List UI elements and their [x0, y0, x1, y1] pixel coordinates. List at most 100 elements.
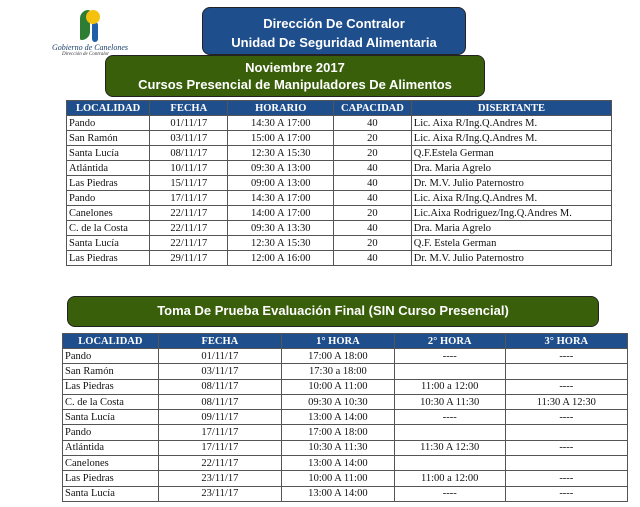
- table-cell: 13:00 A 14:00: [281, 485, 395, 502]
- table-cell: Dr. M.V. Julio Paternostro: [410, 250, 613, 266]
- table-row: Santa Lucía 08/11/17 12:30 A 15:30 20 Q.F.Es…: [65, 145, 613, 161]
- table-cell: 14:30 A 17:00: [227, 190, 335, 206]
- table-cell: Atlántida: [65, 160, 151, 176]
- table-cell: 20: [333, 235, 412, 251]
- table-cell: Lic. Aixa R/Ing.Q.Andres M.: [410, 130, 613, 146]
- table-cell: ----: [393, 347, 506, 365]
- table-cell: 15:00 A 17:00: [227, 130, 335, 146]
- table-row: Pando 17/11/17 17:00 A 18:00: [62, 424, 629, 441]
- table-cell: ----: [393, 409, 506, 426]
- table-cell: Santa Lucía: [62, 409, 159, 426]
- table-row: Pando 01/11/17 14:30 A 17:00 40 Lic. Aixa R/…: [65, 115, 613, 131]
- table-cell: 03/11/17: [149, 130, 229, 146]
- table-row: Pando 01/11/17 17:00 A 18:00 ---- ----: [62, 347, 629, 365]
- table-cell: Lic.Aixa Rodriguez/Ing.Q.Andres M.: [410, 205, 613, 221]
- table-cell: ----: [504, 485, 629, 502]
- table-cell: 08/11/17: [157, 378, 283, 395]
- banner-month: Noviembre 2017: [245, 60, 345, 75]
- table-cell: 17:00 A 18:00: [281, 424, 395, 441]
- table-cell: 20: [333, 205, 412, 221]
- table-row: San Ramón 03/11/17 17:30 a 18:00: [62, 363, 629, 380]
- table-cell: 10/11/17: [149, 160, 229, 176]
- table-cell: Dra. Maria Agrelo: [410, 220, 613, 236]
- table-cell: 22/11/17: [149, 205, 229, 221]
- column-header: FECHA: [149, 100, 229, 116]
- table-cell: C. de la Costa: [62, 393, 159, 411]
- banner-title: Cursos Presencial de Manipuladores De Al…: [138, 77, 452, 92]
- column-header: 2° HORA: [393, 333, 506, 349]
- table-row: Las Piedras 29/11/17 12:00 A 16:00 40 Dr. M.…: [65, 250, 613, 266]
- table-cell: 40: [333, 175, 412, 191]
- table-cell: 11:30 A 12:30: [393, 439, 506, 457]
- column-header: CAPACIDAD: [333, 100, 412, 116]
- table-cell: Santa Lucía: [65, 235, 151, 251]
- table-row: Atlántida 17/11/17 10:30 A 11:30 11:30 A 12…: [62, 439, 629, 457]
- column-header: LOCALIDAD: [65, 100, 151, 116]
- table-cell: ----: [504, 409, 629, 426]
- table-cell: 12:30 A 15:30: [227, 145, 335, 161]
- table-cell: San Ramón: [65, 130, 151, 146]
- column-header: DISERTANTE: [410, 100, 613, 116]
- table-cell: Q.F. Estela German: [410, 235, 613, 251]
- table-cell: Lic. Aixa R/Ing.Q.Andres M.: [410, 190, 613, 206]
- logo: Gobierno de Canelones Dirección de Contr…: [52, 8, 132, 60]
- table-cell: [504, 363, 629, 380]
- table-cell: Pando: [65, 190, 151, 206]
- column-header: LOCALIDAD: [62, 333, 159, 349]
- table-cell: 09:00 A 13:00: [227, 175, 335, 191]
- logo-name: Gobierno de Canelones: [52, 43, 128, 52]
- table-cell: 09:30 A 13:30: [227, 220, 335, 236]
- table-row: Santa Lucía 09/11/17 13:00 A 14:00 ---- ----: [62, 409, 629, 426]
- table-cell: Atlántida: [62, 439, 159, 457]
- table-cell: ----: [504, 439, 629, 457]
- table-cell: Canelones: [62, 455, 159, 472]
- table-cell: 40: [333, 220, 412, 236]
- table-cell: Pando: [65, 115, 151, 131]
- table-cell: Las Piedras: [62, 470, 159, 487]
- table-row: Las Piedras 23/11/17 10:00 A 11:00 11:00 a …: [62, 470, 629, 487]
- table-cell: 15/11/17: [149, 175, 229, 191]
- table-cell: 23/11/17: [157, 485, 283, 502]
- table-cell: Dr. M.V. Julio Paternostro: [410, 175, 613, 191]
- table-cell: Santa Lucía: [62, 485, 159, 502]
- table-cell: ----: [393, 485, 506, 502]
- logo-stem-icon: [92, 22, 98, 42]
- table-cell: 29/11/17: [149, 250, 229, 266]
- table-cell: Canelones: [65, 205, 151, 221]
- exam-table: LOCALIDAD FECHA 1° HORA 2° HORA 3° HORA Pand…: [62, 333, 629, 502]
- table-cell: 22/11/17: [149, 220, 229, 236]
- table-cell: ----: [504, 347, 629, 365]
- table-row: Pando 17/11/17 14:30 A 17:00 40 Lic. Aixa R/…: [65, 190, 613, 206]
- header-line2: Unidad De Seguridad Alimentaria: [231, 35, 437, 50]
- table-row: Santa Lucía 23/11/17 13:00 A 14:00 ---- ----: [62, 485, 629, 502]
- table-cell: 17:00 A 18:00: [281, 347, 395, 365]
- table-cell: [393, 424, 506, 441]
- table-cell: 40: [333, 115, 412, 131]
- table-cell: ----: [504, 470, 629, 487]
- table-cell: Las Piedras: [62, 378, 159, 395]
- table-cell: 11:30 A 12:30: [504, 393, 629, 411]
- table-cell: 09/11/17: [157, 409, 283, 426]
- table-cell: 08/11/17: [157, 393, 283, 411]
- logo-sub: Dirección de Contralor: [62, 52, 110, 57]
- table-row: C. de la Costa 08/11/17 09:30 A 10:30 10:30…: [62, 393, 629, 411]
- table-row: C. de la Costa 22/11/17 09:30 A 13:30 40 Dra…: [65, 220, 613, 236]
- table-cell: 20: [333, 145, 412, 161]
- table-cell: Pando: [62, 424, 159, 441]
- table-cell: Pando: [62, 347, 159, 365]
- courses-table: LOCALIDAD FECHA HORARIO CAPACIDAD DISERTANTE…: [65, 100, 613, 266]
- table-cell: 10:30 A 11:30: [281, 439, 395, 457]
- table-row: Las Piedras 08/11/17 10:00 A 11:00 11:00 a …: [62, 378, 629, 395]
- table-cell: 17/11/17: [149, 190, 229, 206]
- table-cell: Lic. Aixa R/Ing.Q.Andres M.: [410, 115, 613, 131]
- table-cell: 01/11/17: [157, 347, 283, 365]
- table-cell: [504, 424, 629, 441]
- table-row: Las Piedras 15/11/17 09:00 A 13:00 40 Dr. M.…: [65, 175, 613, 191]
- table-cell: 10:00 A 11:00: [281, 470, 395, 487]
- table-cell: Q.F.Estela German: [410, 145, 613, 161]
- table-cell: 08/11/17: [149, 145, 229, 161]
- table-cell: ----: [504, 378, 629, 395]
- table-cell: 22/11/17: [157, 455, 283, 472]
- table-cell: 13:00 A 14:00: [281, 455, 395, 472]
- column-header: 3° HORA: [504, 333, 629, 349]
